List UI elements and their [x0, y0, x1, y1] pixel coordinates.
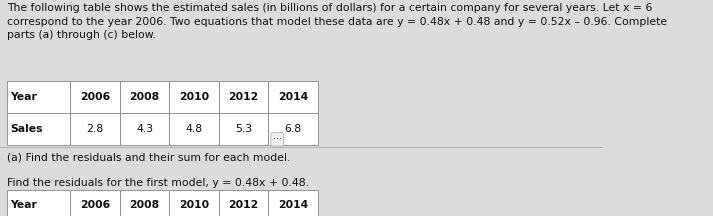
Text: 2006: 2006	[80, 200, 111, 210]
Text: ···: ···	[272, 134, 282, 144]
Bar	[169, 81, 219, 113]
Text: 5.3: 5.3	[235, 124, 252, 134]
Text: 6.8: 6.8	[284, 124, 302, 134]
Bar	[268, 190, 317, 216]
Text: Sales: Sales	[10, 124, 43, 134]
Text: Year: Year	[10, 200, 37, 210]
Text: 2010: 2010	[179, 92, 209, 102]
Text: The following table shows the estimated sales (in billions of dollars) for a cer: The following table shows the estimated …	[7, 3, 667, 40]
Text: Find the residuals for the first model, y = 0.48x + 0.48.: Find the residuals for the first model, …	[7, 178, 309, 188]
Bar	[120, 190, 169, 216]
Text: 2008: 2008	[130, 92, 160, 102]
Text: 2012: 2012	[228, 92, 259, 102]
Bar	[219, 113, 268, 145]
Bar	[219, 81, 268, 113]
Bar	[169, 190, 219, 216]
Text: (a) Find the residuals and their sum for each model.: (a) Find the residuals and their sum for…	[7, 152, 291, 162]
Text: 4.3: 4.3	[136, 124, 153, 134]
Text: 2014: 2014	[277, 200, 308, 210]
Text: 2006: 2006	[80, 92, 111, 102]
Bar	[71, 81, 120, 113]
Text: 2.8: 2.8	[87, 124, 104, 134]
Bar	[268, 113, 317, 145]
Bar	[268, 81, 317, 113]
Bar	[169, 113, 219, 145]
Text: 2010: 2010	[179, 200, 209, 210]
Bar	[71, 113, 120, 145]
Text: 2012: 2012	[228, 200, 259, 210]
Bar	[71, 190, 120, 216]
Text: 2008: 2008	[130, 200, 160, 210]
Bar	[120, 81, 169, 113]
Text: 4.8: 4.8	[185, 124, 202, 134]
Bar	[219, 190, 268, 216]
Text: 2014: 2014	[277, 92, 308, 102]
Bar	[120, 113, 169, 145]
Text: Year: Year	[10, 92, 37, 102]
